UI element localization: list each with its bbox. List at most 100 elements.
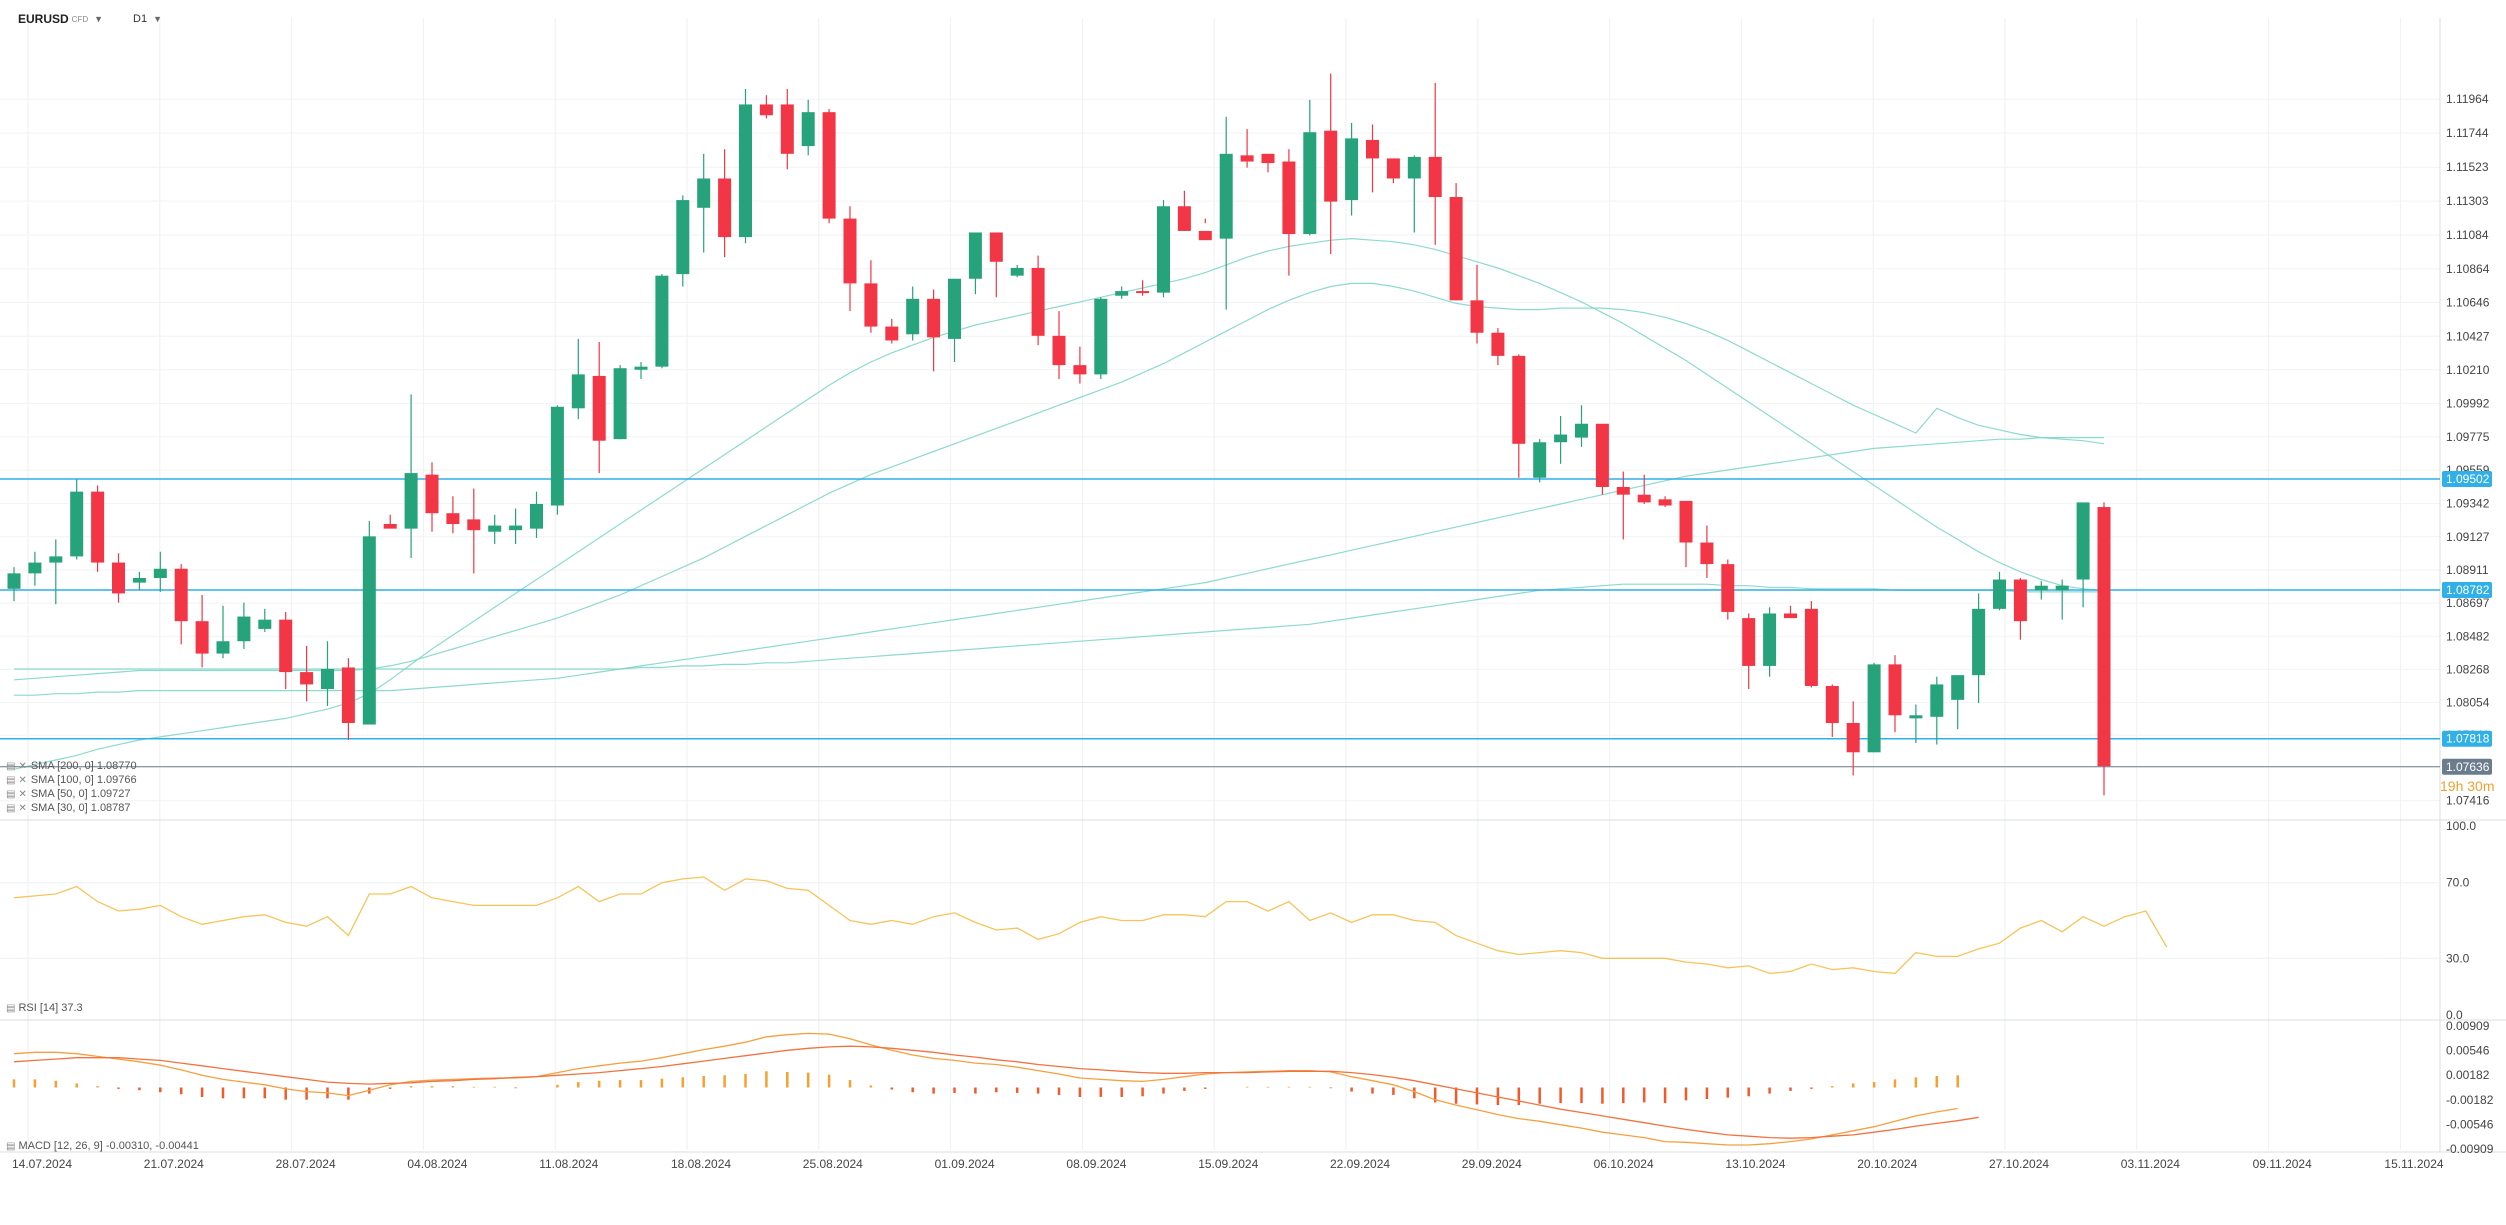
settings-icon[interactable]: ▤: [6, 774, 16, 786]
symbol-name[interactable]: EURUSD: [18, 12, 69, 26]
candle-body: [321, 669, 334, 690]
candle-body: [91, 491, 105, 563]
candle: [1407, 155, 1421, 233]
axes: 1.11964 1.11744 1.11523 1.11303 1.11084 1.108…: [12, 92, 2494, 1171]
candle: [2097, 502, 2111, 796]
level-tag: [2442, 730, 2492, 747]
candle-body: [153, 568, 167, 578]
candle-body: [989, 232, 1003, 262]
candle: [927, 289, 941, 372]
legend-label: SMA [30, 0] 1.08787: [30, 802, 131, 814]
candle-body: [1742, 618, 1756, 666]
rsi-panel: 100.0 70.0 30.0 0.0: [0, 819, 2476, 1022]
close-icon[interactable]: ✕: [18, 774, 27, 786]
macd-tick-label: -0.00182: [2446, 1093, 2494, 1107]
candle-body: [676, 200, 690, 275]
candle: [300, 645, 314, 702]
candle: [1115, 286, 1129, 299]
price-tick-label: 1.10864: [2446, 262, 2490, 276]
candle-body: [550, 406, 564, 506]
close-icon[interactable]: ✕: [18, 788, 27, 800]
candle-body: [1972, 608, 1986, 676]
candle-body: [2034, 585, 2048, 591]
candle-body: [968, 232, 982, 279]
symbol-toolbar: EURUSD CFD ▼ D1 ▼: [18, 10, 162, 28]
date-tick-label: 04.08.2024: [407, 1157, 467, 1171]
date-tick-label: 25.08.2024: [803, 1157, 863, 1171]
close-icon[interactable]: ✕: [18, 802, 27, 814]
candle: [1094, 297, 1108, 380]
candle: [1554, 416, 1568, 464]
candle: [1240, 129, 1254, 168]
candle-body: [1867, 664, 1881, 753]
candle-body: [1010, 267, 1024, 276]
candle-body: [1930, 684, 1944, 717]
candle: [968, 232, 982, 295]
candle: [571, 338, 585, 420]
close-icon[interactable]: ✕: [18, 760, 27, 772]
sma30-line: [13, 237, 2105, 770]
macd-tick-label: -0.00909: [2446, 1142, 2494, 1156]
date-tick-label: 13.10.2024: [1725, 1157, 1785, 1171]
price-tick-label: 1.09342: [2446, 497, 2490, 511]
candle-body: [613, 368, 627, 440]
level-tag-label: 1.07818: [2446, 732, 2490, 746]
price-tick-label: 1.09992: [2446, 396, 2490, 410]
candle: [488, 514, 502, 545]
candle-body: [1303, 132, 1317, 235]
candle-body: [822, 112, 836, 219]
symbol-dropdown-icon[interactable]: ▼: [94, 14, 104, 24]
timeframe-selector[interactable]: D1: [133, 13, 148, 25]
candle: [1846, 701, 1860, 776]
date-tick-label: 15.11.2024: [2384, 1157, 2443, 1171]
candle-body: [1804, 608, 1818, 686]
sma-lines: [13, 237, 2105, 770]
candle: [279, 611, 293, 690]
price-tick-label: 1.11744: [2446, 126, 2489, 140]
candle-body: [1324, 130, 1338, 202]
date-tick-label: 14.07.2024: [12, 1157, 72, 1171]
candle-body: [49, 556, 63, 563]
settings-icon[interactable]: ▤: [6, 1140, 16, 1152]
candle: [1366, 124, 1379, 193]
candle: [1993, 571, 2006, 611]
candle-body: [195, 621, 209, 654]
candle: [550, 405, 564, 515]
price-tick-label: 1.08268: [2446, 662, 2490, 676]
candle: [1157, 200, 1170, 298]
candle-body: [906, 298, 920, 335]
candle: [1784, 605, 1797, 619]
timeframe-dropdown-icon[interactable]: ▼: [153, 14, 163, 24]
price-tick-label: 1.11964: [2446, 92, 2489, 106]
candle: [1742, 613, 1756, 690]
settings-icon[interactable]: ▤: [6, 760, 16, 772]
candle-body: [1616, 486, 1630, 495]
candle: [446, 496, 460, 534]
candle: [634, 362, 648, 380]
candle: [1679, 500, 1693, 568]
candle: [1386, 158, 1400, 184]
candle-body: [634, 366, 648, 370]
candle: [697, 153, 711, 253]
candle-body: [530, 503, 543, 529]
candle-body: [697, 178, 711, 208]
candle: [1428, 82, 1442, 245]
rsi-tick-label: 30.0: [2446, 951, 2470, 965]
settings-icon[interactable]: ▤: [6, 788, 16, 800]
settings-icon[interactable]: ▤: [6, 1002, 16, 1014]
candle: [1052, 311, 1066, 380]
candle-body: [1784, 613, 1797, 619]
rsi-tick-label: 70.0: [2446, 876, 2470, 890]
candle: [1136, 280, 1150, 296]
candle: [948, 278, 961, 363]
macd-tick-label: 0.00546: [2446, 1044, 2490, 1058]
candle-body: [655, 275, 669, 367]
candle: [1512, 354, 1526, 478]
candle-body: [1575, 423, 1588, 438]
settings-icon[interactable]: ▤: [6, 802, 16, 814]
legend-sma30: ▤ ✕ SMA [30, 0] 1.08787: [6, 802, 131, 814]
date-tick-label: 29.09.2024: [1462, 1157, 1522, 1171]
candle-body: [2076, 502, 2090, 580]
last-price-label: 1.07636: [2446, 760, 2490, 774]
